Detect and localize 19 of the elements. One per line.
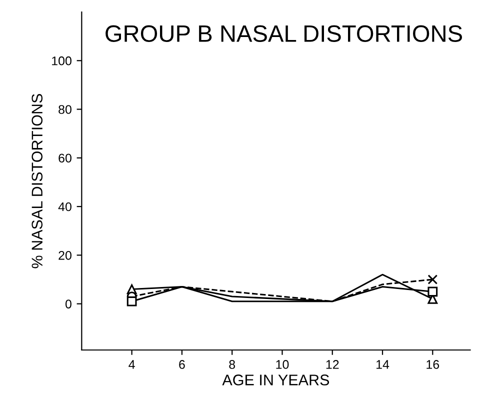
point xyxy=(126,296,137,306)
x-tick-label: 12 xyxy=(326,360,339,369)
y-tick-label: 20 xyxy=(58,250,72,260)
y-tick-label: 100 xyxy=(52,56,72,66)
x-tick-label: 14 xyxy=(376,360,390,369)
x-axis-title: AGE IN YEARS xyxy=(222,374,330,386)
chart-title: GROUP B NASAL DISTORTIONS xyxy=(106,25,462,42)
x-tick-label: 10 xyxy=(276,360,289,369)
y-tick-label: 40 xyxy=(58,202,72,212)
y-axis-title: % NASAL DISTORTIONS xyxy=(32,94,43,268)
x-tick-label: 6 xyxy=(179,360,185,369)
y-tick-label: 0 xyxy=(65,300,72,308)
point xyxy=(428,274,438,284)
point xyxy=(428,286,438,297)
y-tick-label: 80 xyxy=(58,105,72,114)
x-tick-label: 4 xyxy=(128,360,135,369)
x-tick-label: 8 xyxy=(229,360,236,369)
x-tick-label: 16 xyxy=(426,360,440,369)
y-tick-label: 60 xyxy=(58,154,72,163)
